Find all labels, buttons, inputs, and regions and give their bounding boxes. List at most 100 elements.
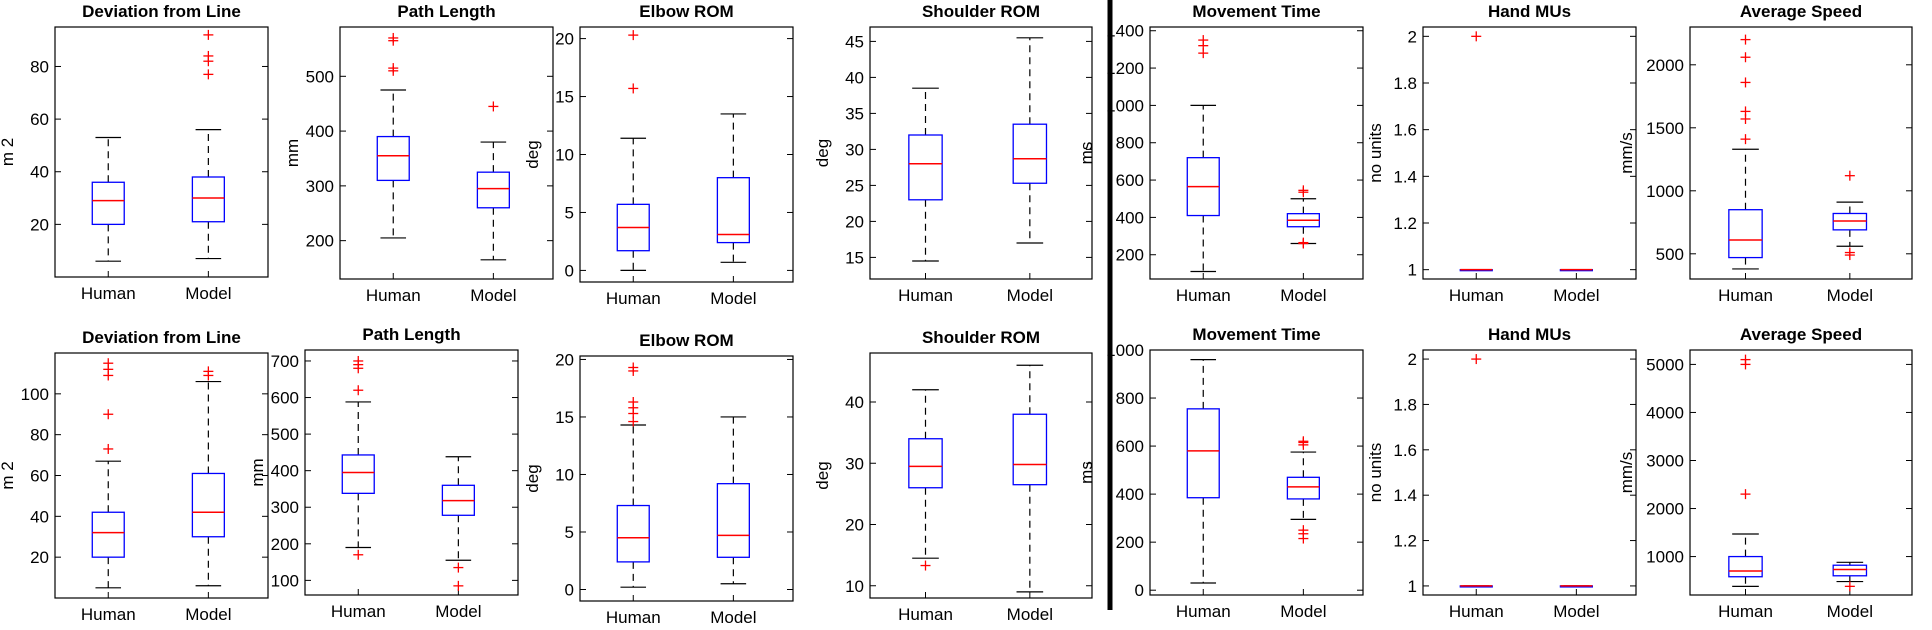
x-tick-label: Model — [185, 605, 231, 624]
iqr-box — [1728, 555, 1763, 578]
y-tick-label: 2 — [1408, 350, 1417, 369]
iqr-box — [376, 135, 410, 182]
boxplot-panel: Movement Time 0 200 400 600 800 1000 ms Human Mod… — [1077, 325, 1364, 621]
x-tick-label: Model — [1280, 286, 1326, 305]
y-tick-label: 200 — [1116, 246, 1144, 265]
plot-frame — [339, 26, 554, 280]
iqr-box — [1832, 564, 1868, 577]
y-tick-label: 80 — [30, 426, 49, 445]
panel-title: Movement Time — [1192, 325, 1320, 344]
y-tick-label: 45 — [845, 32, 864, 51]
y-tick-label: 3000 — [1646, 451, 1684, 470]
y-tick-label: 600 — [1116, 171, 1144, 190]
y-tick-label: 200 — [271, 535, 299, 554]
iqr-box — [191, 472, 225, 538]
y-axis-label: deg — [813, 461, 832, 489]
x-tick-label: Human — [366, 286, 421, 305]
y-axis-label: ms — [1077, 461, 1096, 484]
panel-title: Hand MUs — [1488, 2, 1571, 21]
x-tick-label: Model — [1280, 602, 1326, 621]
y-tick-label: 300 — [271, 498, 299, 517]
y-tick-label: 1.6 — [1393, 441, 1417, 460]
y-tick-label: 500 — [1656, 245, 1684, 264]
x-tick-label: Model — [710, 289, 756, 308]
panel-title: Path Length — [397, 2, 495, 21]
panel-title: Shoulder ROM — [922, 328, 1040, 347]
boxplot-panel: Average Speed 1000 2000 3000 4000 5000 mm/s Hum… — [1617, 325, 1913, 621]
iqr-box — [1012, 123, 1048, 184]
x-tick-label: Human — [1718, 602, 1773, 621]
plot-frame — [54, 26, 269, 278]
plot-frame — [869, 352, 1093, 599]
plot-frame — [304, 349, 519, 596]
y-tick-label: 1000 — [1646, 182, 1684, 201]
boxplot-panel: Path Length 200 300 400 500 mm Human Model — [283, 2, 554, 305]
y-axis-label: ms — [1077, 142, 1096, 165]
boxplot-panel: Shoulder ROM 10 20 30 40 deg Human Model — [813, 328, 1093, 624]
boxplot-panel: Movement Time 200 400 600 800 1000 1200 1400 ms H… — [1077, 2, 1364, 305]
y-tick-label: 600 — [271, 389, 299, 408]
plot-frame — [1149, 26, 1364, 280]
x-tick-label: Model — [1553, 602, 1599, 621]
boxplot-panel: Hand MUs 1 1.2 1.4 1.6 1.8 2 no units Human Model — [1366, 325, 1637, 621]
y-tick-label: 2 — [1408, 27, 1417, 46]
y-tick-label: 400 — [1116, 208, 1144, 227]
y-tick-label: 40 — [845, 393, 864, 412]
y-tick-label: 1200 — [1106, 59, 1144, 78]
y-tick-label: 15 — [555, 88, 574, 107]
iqr-box — [341, 454, 375, 494]
iqr-box — [908, 134, 943, 201]
y-axis-label: mm/s — [1617, 132, 1636, 174]
iqr-box — [616, 504, 650, 563]
y-tick-label: 1000 — [1106, 96, 1144, 115]
y-axis-label: deg — [813, 139, 832, 167]
panel-title: Elbow ROM — [639, 2, 733, 21]
y-tick-label: 40 — [845, 68, 864, 87]
y-tick-label: 5000 — [1646, 355, 1684, 374]
y-tick-label: 1.4 — [1393, 486, 1417, 505]
y-tick-label: 1.8 — [1393, 395, 1417, 414]
x-tick-label: Human — [1449, 286, 1504, 305]
y-tick-label: 10 — [845, 577, 864, 596]
x-tick-label: Model — [1827, 286, 1873, 305]
iqr-box — [1186, 408, 1220, 499]
boxplot-panel: Deviation from Line 20 40 60 80 m 2 Human Model — [0, 2, 269, 303]
x-tick-label: Human — [606, 289, 661, 308]
plot-frame — [1422, 349, 1637, 596]
y-axis-label: no units — [1366, 443, 1385, 503]
y-tick-label: 1.4 — [1393, 167, 1417, 186]
boxplot-panel: Hand MUs 1 1.2 1.4 1.6 1.8 2 no units Human Model — [1366, 2, 1637, 305]
y-tick-label: 15 — [555, 408, 574, 427]
x-tick-label: Model — [435, 602, 481, 621]
y-tick-label: 1 — [1408, 261, 1417, 280]
y-tick-label: 700 — [271, 352, 299, 371]
panel-title: Elbow ROM — [639, 331, 733, 350]
y-axis-label: no units — [1366, 123, 1385, 183]
boxplot-panel: Path Length 100 200 300 400 500 600 700 mm Human M… — [248, 325, 519, 621]
x-tick-label: Human — [1449, 602, 1504, 621]
x-tick-label: Model — [710, 608, 756, 627]
plot-frame — [1149, 349, 1364, 596]
y-axis-label: mm — [283, 139, 302, 167]
y-tick-label: 2000 — [1646, 500, 1684, 519]
x-tick-label: Human — [1176, 286, 1231, 305]
iqr-box — [1286, 476, 1320, 500]
panel-title: Deviation from Line — [82, 328, 241, 347]
y-tick-label: 0 — [1135, 581, 1144, 600]
y-tick-label: 1400 — [1106, 22, 1144, 41]
panel-title: Deviation from Line — [82, 2, 241, 21]
y-tick-label: 35 — [845, 104, 864, 123]
x-tick-label: Model — [1007, 605, 1053, 624]
y-tick-label: 500 — [306, 67, 334, 86]
y-axis-label: deg — [523, 464, 542, 492]
iqr-box — [716, 177, 750, 244]
y-tick-label: 25 — [845, 176, 864, 195]
panel-title: Movement Time — [1192, 2, 1320, 21]
iqr-box — [1728, 209, 1763, 259]
boxplot-panel: Average Speed 500 1000 1500 2000 mm/s Human Mod… — [1617, 2, 1913, 305]
y-tick-label: 5 — [565, 203, 574, 222]
y-tick-label: 15 — [845, 248, 864, 267]
y-tick-label: 400 — [306, 122, 334, 141]
y-tick-label: 20 — [30, 548, 49, 567]
y-tick-label: 40 — [30, 507, 49, 526]
